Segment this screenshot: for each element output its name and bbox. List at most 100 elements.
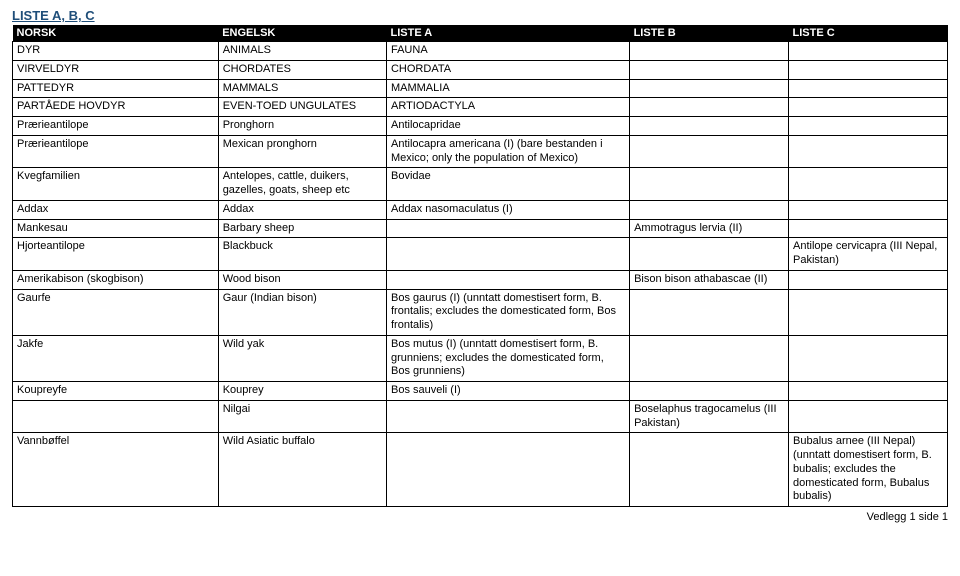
cell-norsk: Jakfe (13, 335, 219, 381)
cell-norsk: Hjorteantilope (13, 238, 219, 271)
cell-a: FAUNA (386, 42, 629, 61)
cell-engelsk: Wood bison (218, 270, 386, 289)
cell-b (630, 200, 789, 219)
cell-engelsk: Blackbuck (218, 238, 386, 271)
cell-a: Bos gaurus (I) (unntatt domestisert form… (386, 289, 629, 335)
cell-c (789, 400, 948, 433)
cell-a: Addax nasomaculatus (I) (386, 200, 629, 219)
cell-b: Ammotragus lervia (II) (630, 219, 789, 238)
cell-c (789, 135, 948, 168)
table-row: PrærieantilopeMexican pronghornAntilocap… (13, 135, 948, 168)
cell-norsk: Prærieantilope (13, 117, 219, 136)
cell-a: Bovidae (386, 168, 629, 201)
cell-c (789, 42, 948, 61)
cell-a: CHORDATA (386, 60, 629, 79)
cell-b (630, 335, 789, 381)
cell-c (789, 98, 948, 117)
cell-engelsk: Addax (218, 200, 386, 219)
cell-norsk: Koupreyfe (13, 382, 219, 401)
cell-norsk: PARTÅEDE HOVDYR (13, 98, 219, 117)
cell-c (789, 168, 948, 201)
col-engelsk: ENGELSK (218, 25, 386, 42)
cell-norsk: Vannbøffel (13, 433, 219, 507)
cell-b (630, 98, 789, 117)
cell-engelsk: Wild yak (218, 335, 386, 381)
page-title: LISTE A, B, C (12, 8, 948, 23)
cell-c (789, 270, 948, 289)
cell-norsk: PATTEDYR (13, 79, 219, 98)
table-row: KoupreyfeKoupreyBos sauveli (I) (13, 382, 948, 401)
cell-b (630, 238, 789, 271)
col-a: LISTE A (386, 25, 629, 42)
cell-a (386, 270, 629, 289)
cell-engelsk: Barbary sheep (218, 219, 386, 238)
cell-a: ARTIODACTYLA (386, 98, 629, 117)
cell-b (630, 135, 789, 168)
cell-b (630, 433, 789, 507)
cell-a (386, 238, 629, 271)
table-row: GaurfeGaur (Indian bison)Bos gaurus (I) … (13, 289, 948, 335)
cell-c (789, 289, 948, 335)
cell-c: Antilope cervicapra (III Nepal, Pakistan… (789, 238, 948, 271)
cell-a: MAMMALIA (386, 79, 629, 98)
cell-norsk: Addax (13, 200, 219, 219)
cell-engelsk: MAMMALS (218, 79, 386, 98)
page-footer: Vedlegg 1 side 1 (12, 511, 948, 523)
table-row: Nilgai Boselaphus tragocamelus (III Pakis… (13, 400, 948, 433)
col-b: LISTE B (630, 25, 789, 42)
cell-engelsk: Mexican pronghorn (218, 135, 386, 168)
cell-a (386, 400, 629, 433)
cell-b: Boselaphus tragocamelus (III Pakistan) (630, 400, 789, 433)
table-row: PATTEDYRMAMMALSMAMMALIA (13, 79, 948, 98)
cell-b (630, 168, 789, 201)
cell-b (630, 117, 789, 136)
cell-engelsk: Kouprey (218, 382, 386, 401)
cell-norsk: Mankesau (13, 219, 219, 238)
cell-engelsk: ANIMALS (218, 42, 386, 61)
cell-a (386, 433, 629, 507)
cell-a (386, 219, 629, 238)
cell-engelsk: Antelopes, cattle, duikers, gazelles, go… (218, 168, 386, 201)
table-row: KvegfamilienAntelopes, cattle, duikers, … (13, 168, 948, 201)
table-row: DYRANIMALSFAUNA (13, 42, 948, 61)
col-c: LISTE C (789, 25, 948, 42)
cell-norsk: Kvegfamilien (13, 168, 219, 201)
cell-a: Antilocapra americana (I) (bare bestande… (386, 135, 629, 168)
cell-engelsk: Wild Asiatic buffalo (218, 433, 386, 507)
cell-b (630, 289, 789, 335)
cell-b (630, 42, 789, 61)
table-row: PARTÅEDE HOVDYREVEN-TOED UNGULATESARTIOD… (13, 98, 948, 117)
cell-a: Bos mutus (I) (unntatt domestisert form,… (386, 335, 629, 381)
table-row: Amerikabison (skogbison)Wood bison Bison … (13, 270, 948, 289)
table-row: VannbøffelWild Asiatic buffalo Bubalus ar… (13, 433, 948, 507)
table-row: MankesauBarbary sheep Ammotragus lervia (… (13, 219, 948, 238)
table-header-row: NORSK ENGELSK LISTE A LISTE B LISTE C (13, 25, 948, 42)
cell-c (789, 382, 948, 401)
cell-c: Bubalus arnee (III Nepal) (unntatt domes… (789, 433, 948, 507)
cell-c (789, 200, 948, 219)
cell-engelsk: EVEN-TOED UNGULATES (218, 98, 386, 117)
cell-b (630, 60, 789, 79)
cell-b (630, 382, 789, 401)
table-row: VIRVELDYRCHORDATESCHORDATA (13, 60, 948, 79)
cell-c (789, 117, 948, 136)
cell-norsk: Amerikabison (skogbison) (13, 270, 219, 289)
cell-b: Bison bison athabascae (II) (630, 270, 789, 289)
cell-c (789, 79, 948, 98)
cell-norsk: Prærieantilope (13, 135, 219, 168)
cell-c (789, 219, 948, 238)
table-row: PrærieantilopePronghornAntilocapridae (13, 117, 948, 136)
cell-norsk: DYR (13, 42, 219, 61)
table-row: JakfeWild yakBos mutus (I) (unntatt dome… (13, 335, 948, 381)
cell-b (630, 79, 789, 98)
species-table: NORSK ENGELSK LISTE A LISTE B LISTE C DY… (12, 25, 948, 507)
cell-a: Bos sauveli (I) (386, 382, 629, 401)
col-norsk: NORSK (13, 25, 219, 42)
cell-engelsk: CHORDATES (218, 60, 386, 79)
cell-engelsk: Pronghorn (218, 117, 386, 136)
table-row: HjorteantilopeBlackbuck Antilope cervicap… (13, 238, 948, 271)
cell-c (789, 60, 948, 79)
cell-engelsk: Nilgai (218, 400, 386, 433)
table-row: AddaxAddaxAddax nasomaculatus (I) (13, 200, 948, 219)
cell-engelsk: Gaur (Indian bison) (218, 289, 386, 335)
